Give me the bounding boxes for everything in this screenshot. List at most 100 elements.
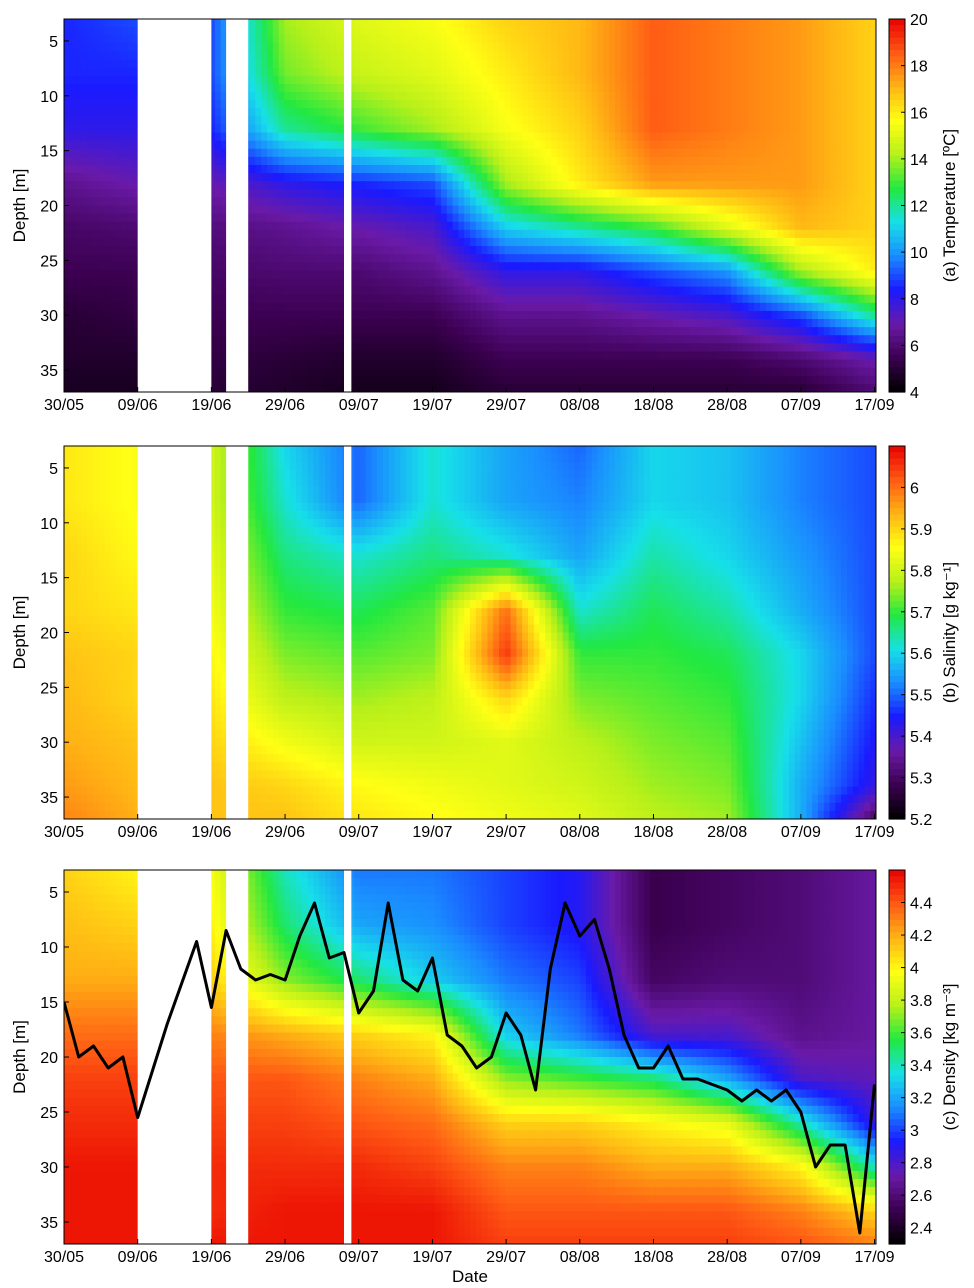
density-field [64,870,876,1244]
colorbar-tick-label: 8 [910,292,919,309]
colorbar-tick-label: 3.2 [910,1091,932,1108]
colorbar-tick-label: 2.6 [910,1188,932,1205]
x-tick-label: 08/08 [560,824,600,841]
colorbar-tick-label: 10 [910,245,928,262]
y-tick-label: 30 [40,735,58,752]
y-tick-label: 20 [40,199,58,216]
x-tick-label: 17/09 [855,824,895,841]
y-tick-label: 25 [40,1105,58,1122]
data-gap [226,19,249,392]
x-tick-label: 28/08 [707,397,747,414]
data-gap [226,446,249,819]
x-tick-label: 09/06 [118,1249,158,1266]
colorbar-tick-label: 6 [910,480,919,497]
y-tick-label: 35 [40,1215,58,1232]
panel-density: 5 10 15 20 25 30 35 30/05 09/06 19/06 29/06 09/07 19… [10,869,959,1266]
colorbar-tick-label: 3.8 [910,993,932,1010]
colorbar-tick-label: 2.4 [910,1221,932,1238]
colorbar-tick-label: 5.3 [910,771,932,788]
y-tick-label: 15 [40,144,58,161]
colorbar: 4 6 8 10 12 14 16 18 20 (a) Temperature [ºC] [888,12,959,402]
x-tick-label: 07/09 [781,824,821,841]
colorbar-tick-label: 5.5 [910,688,932,705]
x-tick-label: 09/06 [118,824,158,841]
data-gap [137,446,212,819]
y-tick-label: 35 [40,790,58,807]
y-tick-label: 5 [49,461,58,478]
y-tick-label: 25 [40,253,58,270]
y-axis-label: Depth [m] [10,596,29,670]
mixed-layer-depth-line [64,901,876,1235]
x-tick-label: 09/07 [339,1249,379,1266]
colorbar-label: (b) Salinity [g kg⁻¹] [940,562,959,703]
x-tick-label: 29/06 [265,1249,305,1266]
y-tick-label: 15 [40,995,58,1012]
x-tick-label: 09/06 [118,397,158,414]
x-tick-label: 29/07 [486,824,526,841]
panel-salinity: 5 10 15 20 25 30 35 30/05 09/06 19/06 29/06 09/07 19… [10,445,959,841]
x-tick-label: 19/06 [191,397,231,414]
x-tick-label: 19/06 [191,824,231,841]
colorbar-tick-label: 5.8 [910,563,932,580]
x-tick-label: 08/08 [560,1249,600,1266]
colorbar-tick-label: 3 [910,1123,919,1140]
colorbar-tick-label: 3.6 [910,1026,932,1043]
y-tick-label: 10 [40,516,58,533]
colorbar-tick-label: 4 [910,961,919,978]
x-tick-label: 30/05 [44,397,84,414]
x-tick-label: 17/09 [855,1249,895,1266]
x-tick-label: 19/06 [191,1249,231,1266]
colorbar-tick-label: 5.6 [910,646,932,663]
data-gap [344,870,352,1244]
y-tick-label: 15 [40,571,58,588]
y-axis-label: Depth [m] [10,1020,29,1094]
colorbar: 2.4 2.6 2.8 3 3.2 3.4 3.6 3.8 4 4.2 4.4 (c) Density… [888,869,959,1245]
x-tick-label: 29/06 [265,397,305,414]
x-tick-label: 19/07 [412,397,452,414]
colorbar-label: (a) Temperature [ºC] [940,129,959,282]
colorbar-tick-label: 18 [910,59,928,76]
x-tick-label: 29/06 [265,824,305,841]
x-tick-label: 18/08 [633,397,673,414]
x-tick-label: 30/05 [44,824,84,841]
colorbar-tick-label: 5.4 [910,729,932,746]
x-tick-label: 19/07 [412,1249,452,1266]
x-tick-label: 08/08 [560,397,600,414]
colorbar-tick-label: 12 [910,199,928,216]
x-tick-label: 29/07 [486,1249,526,1266]
data-gap [344,446,352,819]
data-gap [226,870,249,1244]
y-tick-label: 25 [40,680,58,697]
colorbar-tick-label: 20 [910,12,928,29]
x-axis-label: Date [452,1267,488,1286]
data-gap [137,19,212,392]
colorbar-tick-label: 5.2 [910,812,932,829]
x-tick-label: 18/08 [633,1249,673,1266]
colorbar: 5.2 5.3 5.4 5.5 5.6 5.7 5.8 5.9 6 (b) Salinity [g… [888,445,959,829]
colorbar-tick-label: 5.7 [910,605,932,622]
colorbar-tick-label: 16 [910,105,928,122]
x-tick-label: 19/07 [412,824,452,841]
x-tick-label: 28/08 [707,1249,747,1266]
salinity-field [64,446,876,819]
x-tick-label: 09/07 [339,397,379,414]
temperature-field [64,19,876,392]
colorbar-tick-label: 5.9 [910,522,932,539]
colorbar-tick-label: 4 [910,385,919,402]
colorbar-tick-label: 4.2 [910,928,932,945]
y-tick-label: 5 [49,885,58,902]
x-tick-label: 17/09 [855,397,895,414]
x-tick-label: 07/09 [781,397,821,414]
x-tick-label: 28/08 [707,824,747,841]
colorbar-tick-label: 14 [910,152,928,169]
x-tick-label: 09/07 [339,824,379,841]
colorbar-tick-label: 3.4 [910,1058,932,1075]
colorbar-tick-label: 4.4 [910,896,932,913]
colorbar-label: (c) Density [kg m⁻³] [940,984,959,1131]
colorbar-tick-label: 6 [910,338,919,355]
data-gap [344,19,352,392]
y-axis-label: Depth [m] [10,169,29,243]
y-tick-label: 10 [40,940,58,957]
y-tick-label: 10 [40,89,58,106]
